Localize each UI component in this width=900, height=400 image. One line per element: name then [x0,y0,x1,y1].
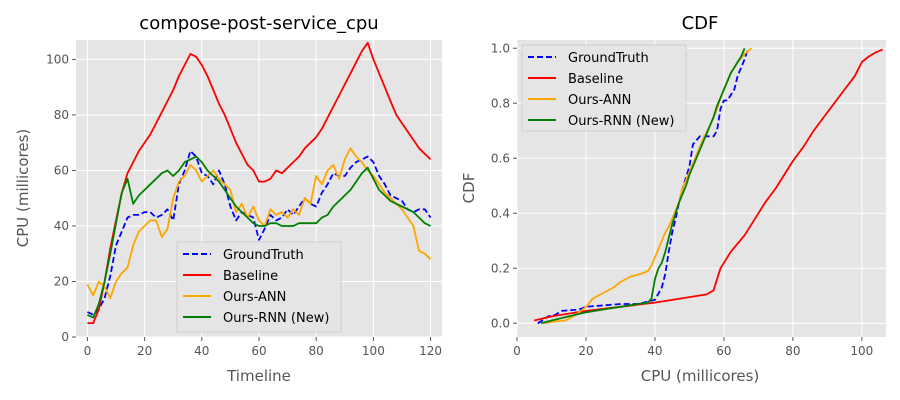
x-axis-label: Timeline [226,367,291,385]
y-tick-label: 20 [54,274,69,288]
x-tick-label: 60 [251,344,266,358]
x-tick-label: 100 [362,344,385,358]
legend-entry: Ours-RNN (New) [223,311,329,326]
timeline-chart-panel: compose-post-service_cpu 0 20 40 60 80 100 120… [14,13,442,385]
chart-title: compose-post-service_cpu [139,13,378,34]
x-tick-label: 20 [137,344,152,358]
x-ticks: 0 20 40 60 80 100 120 [84,337,442,358]
x-tick-label: 40 [647,344,662,358]
series-lines [533,47,883,325]
series-line-groundtruth [87,150,432,316]
y-tick-label: 0.6 [491,151,510,165]
x-tick-label: 80 [309,344,324,358]
y-tick-label: 80 [54,108,69,122]
legend-box [521,44,687,132]
x-ticks: 0 20 40 60 80 100 [513,337,873,358]
x-tick-label: 60 [716,344,731,358]
legend-entry: Ours-ANN [568,93,631,108]
y-tick-label: 0.0 [491,316,510,330]
legend-entry: Baseline [223,269,278,284]
legend-entry: Ours-ANN [223,290,286,305]
y-tick-label: 60 [54,163,69,177]
legend-entry: GroundTruth [568,51,649,66]
x-tick-label: 40 [194,344,209,358]
legend-entry: Ours-RNN (New) [568,114,674,129]
series-line-baseline [87,41,432,325]
series-line-ours-rnn-new [540,47,746,325]
y-tick-label: 0 [61,330,69,344]
cdf-chart-panel: CDF 0 20 40 60 80 100 0.0 0.2 0.4 0.6 0.8 1.0 CPU … [460,13,886,385]
x-axis-label: CPU (millicores) [641,367,760,385]
x-tick-label: 80 [785,344,800,358]
y-axis-label: CDF [460,173,478,204]
legend-entry: GroundTruth [223,248,304,263]
series-line-baseline [533,48,883,322]
y-tick-label: 100 [46,52,69,66]
y-tick-label: 0.2 [491,261,510,275]
x-tick-label: 100 [850,344,873,358]
legend: GroundTruth Baseline Ours-ANN Ours-RNN (New… [176,241,342,333]
y-ticks: 0 20 40 60 80 100 [46,52,76,344]
x-tick-label: 120 [419,344,442,358]
chart-title: CDF [682,13,719,34]
series-lines [86,41,432,325]
y-tick-label: 0.4 [491,206,510,220]
x-tick-label: 0 [513,344,521,358]
legend-entry: Baseline [568,72,623,87]
legend: GroundTruth Baseline Ours-ANN Ours-RNN (New… [521,44,687,132]
x-tick-label: 20 [578,344,593,358]
y-axis-label: CPU (millicores) [14,129,32,248]
y-tick-label: 40 [54,219,69,233]
y-ticks: 0.0 0.2 0.4 0.6 0.8 1.0 [491,41,517,330]
x-tick-label: 0 [84,344,92,358]
series-line-ours-rnn-new [87,155,431,319]
series-line-ours-ann [86,147,432,300]
y-tick-label: 0.8 [491,96,510,110]
y-tick-label: 1.0 [491,41,510,55]
